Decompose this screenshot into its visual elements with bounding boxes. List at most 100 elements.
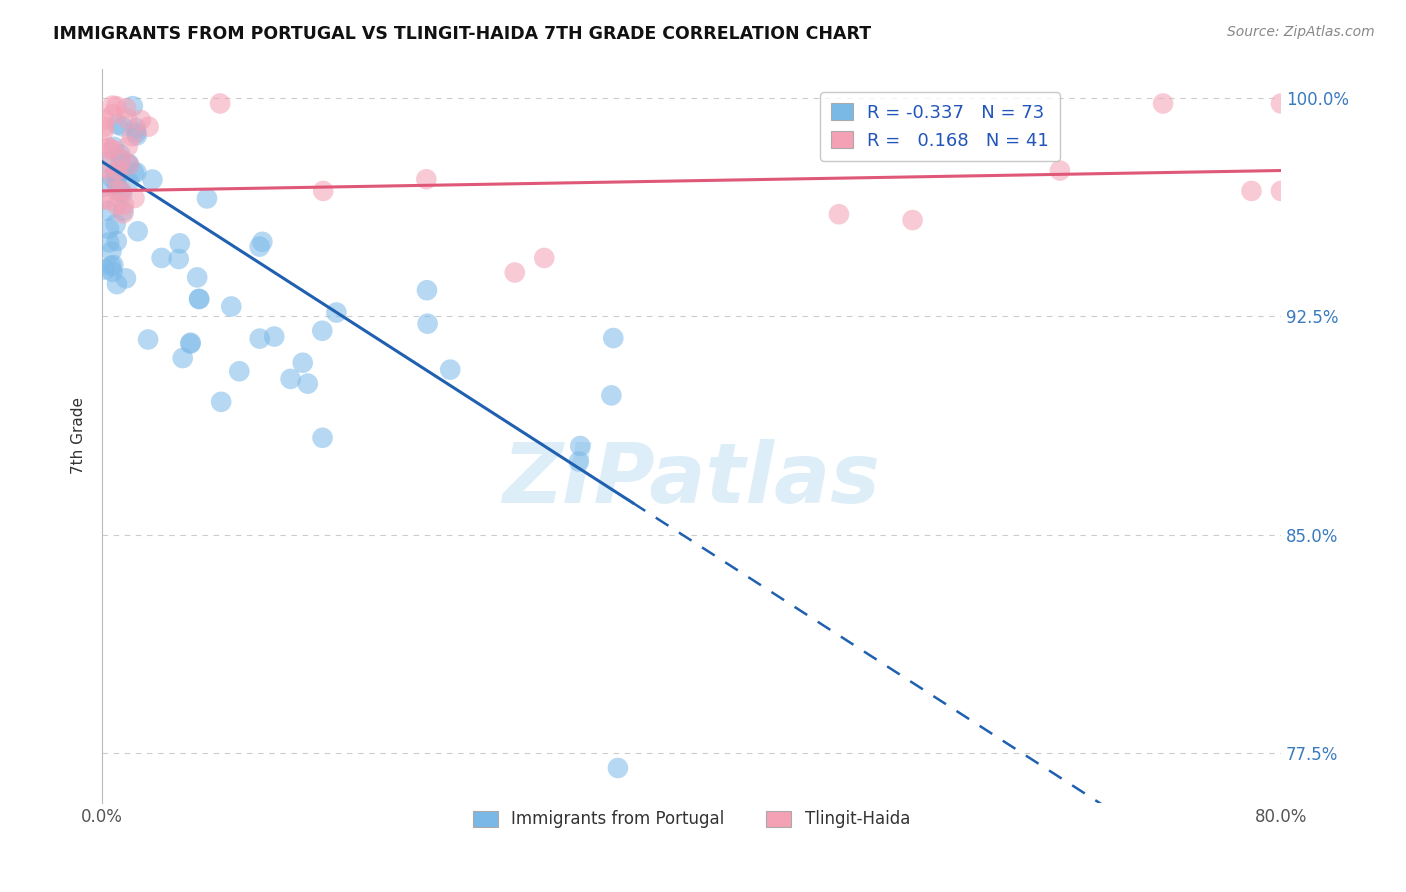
Point	[138, 120, 160, 134]
Point	[125, 125, 148, 139]
Point	[100, 259, 122, 273]
Point	[125, 128, 148, 143]
Point	[96, 155, 118, 169]
Point	[110, 153, 132, 167]
Point	[136, 333, 159, 347]
Point	[180, 335, 202, 350]
Point	[129, 113, 152, 128]
Point	[141, 172, 163, 186]
Point	[150, 251, 173, 265]
Point	[221, 300, 243, 314]
Point	[105, 277, 128, 292]
Point	[312, 184, 335, 198]
Point	[105, 165, 128, 179]
Point	[115, 271, 138, 285]
Point	[325, 305, 347, 319]
Point	[195, 191, 218, 205]
Point	[104, 168, 127, 182]
Point	[97, 140, 120, 154]
Point	[108, 185, 131, 199]
Point	[602, 331, 624, 345]
Point	[103, 140, 125, 154]
Point	[503, 266, 526, 280]
Point	[115, 112, 138, 126]
Point	[124, 191, 146, 205]
Point	[94, 161, 117, 175]
Text: IMMIGRANTS FROM PORTUGAL VS TLINGIT-HAIDA 7TH GRADE CORRELATION CHART: IMMIGRANTS FROM PORTUGAL VS TLINGIT-HAID…	[53, 25, 872, 43]
Point	[188, 292, 211, 306]
Point	[263, 329, 285, 343]
Point	[112, 197, 135, 211]
Point	[1152, 96, 1174, 111]
Point	[1270, 184, 1292, 198]
Point	[600, 388, 623, 402]
Point	[228, 364, 250, 378]
Point	[93, 180, 115, 194]
Point	[105, 234, 128, 248]
Point	[111, 186, 134, 201]
Point	[121, 129, 143, 144]
Point	[105, 118, 128, 132]
Point	[111, 120, 134, 134]
Text: ZIPatlas: ZIPatlas	[503, 439, 880, 520]
Text: Source: ZipAtlas.com: Source: ZipAtlas.com	[1227, 25, 1375, 39]
Point	[117, 139, 139, 153]
Point	[110, 153, 132, 167]
Point	[93, 120, 115, 134]
Legend: Immigrants from Portugal, Tlingit-Haida: Immigrants from Portugal, Tlingit-Haida	[467, 804, 917, 835]
Point	[209, 96, 232, 111]
Point	[249, 239, 271, 253]
Point	[93, 112, 115, 127]
Point	[209, 394, 232, 409]
Point	[98, 235, 121, 250]
Point	[167, 252, 190, 266]
Point	[105, 198, 128, 212]
Point	[179, 336, 201, 351]
Point	[122, 165, 145, 179]
Point	[1049, 163, 1071, 178]
Point	[93, 123, 115, 137]
Point	[1240, 184, 1263, 198]
Point	[568, 454, 591, 468]
Point	[112, 203, 135, 218]
Point	[291, 356, 314, 370]
Point	[297, 376, 319, 391]
Point	[249, 332, 271, 346]
Point	[105, 183, 128, 197]
Point	[107, 169, 129, 184]
Point	[112, 206, 135, 220]
Point	[103, 258, 125, 272]
Point	[121, 99, 143, 113]
Point	[172, 351, 194, 365]
Point	[125, 165, 148, 179]
Point	[100, 244, 122, 259]
Point	[101, 143, 124, 157]
Point	[101, 265, 124, 279]
Point	[104, 217, 127, 231]
Point	[828, 207, 851, 221]
Point	[110, 184, 132, 198]
Point	[101, 171, 124, 186]
Point	[280, 372, 302, 386]
Point	[101, 107, 124, 121]
Point	[115, 101, 138, 115]
Point	[188, 292, 211, 306]
Point	[311, 324, 333, 338]
Point	[94, 262, 117, 277]
Point	[97, 142, 120, 156]
Point	[416, 317, 439, 331]
Point	[311, 431, 333, 445]
Point	[252, 235, 274, 249]
Y-axis label: 7th Grade: 7th Grade	[72, 397, 86, 475]
Point	[416, 283, 439, 297]
Point	[533, 251, 555, 265]
Point	[125, 121, 148, 136]
Point	[97, 193, 120, 207]
Point	[96, 203, 118, 218]
Point	[105, 99, 128, 113]
Point	[901, 213, 924, 227]
Point	[186, 270, 208, 285]
Point	[107, 163, 129, 178]
Point	[110, 147, 132, 161]
Point	[439, 362, 461, 376]
